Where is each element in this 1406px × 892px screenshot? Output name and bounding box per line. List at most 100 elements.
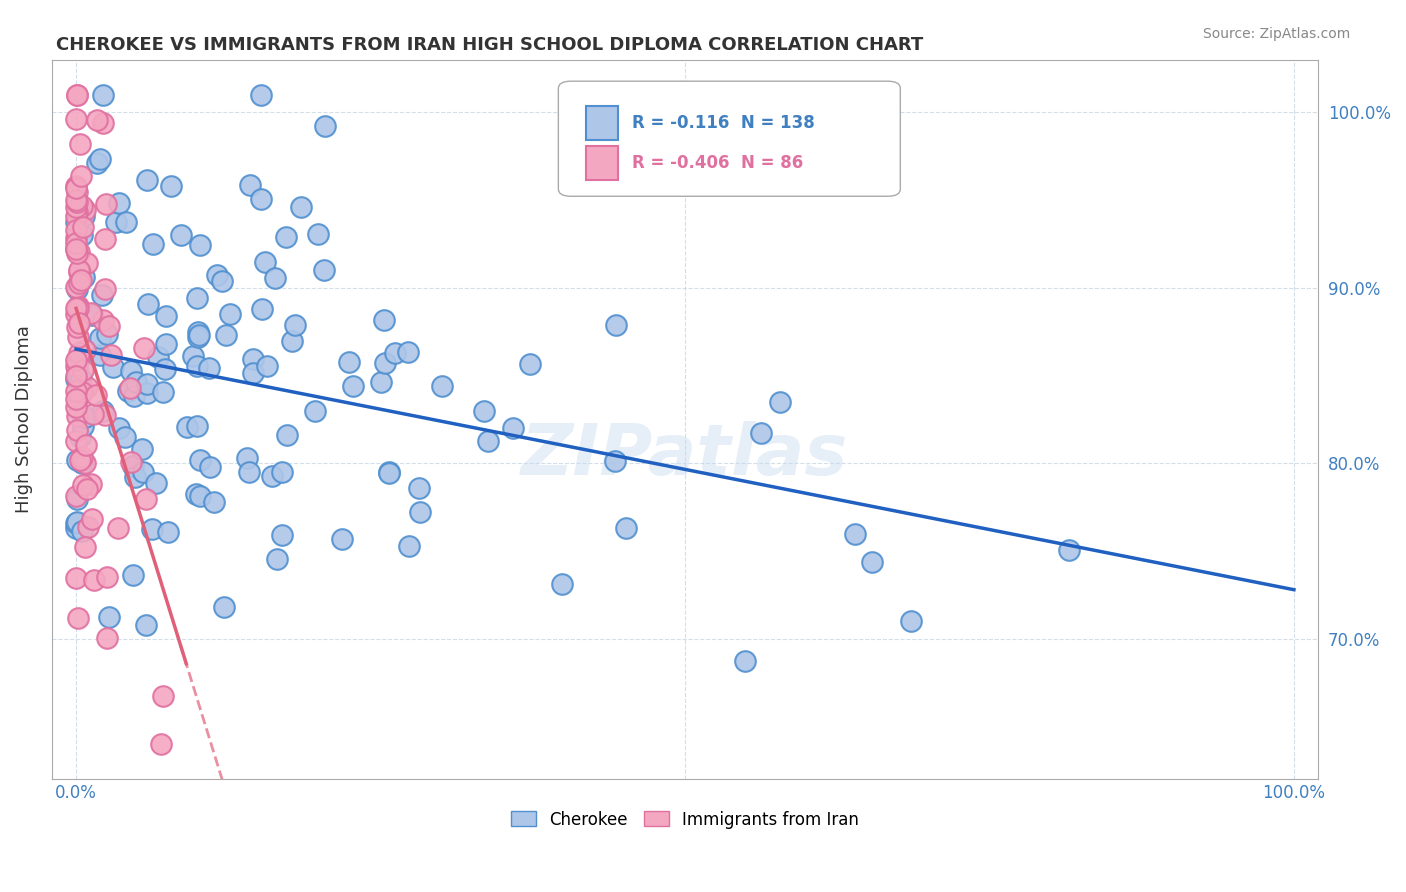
- Point: [66, 185, 89, 199]
- Point: [384, 346, 406, 360]
- Point: [66, 202, 89, 217]
- Point: [66, 194, 89, 209]
- Point: [76, 482, 98, 496]
- Point: [396, 345, 419, 359]
- Point: [236, 450, 259, 465]
- Point: [86, 113, 108, 128]
- Point: [1059, 542, 1081, 557]
- Point: [502, 421, 524, 435]
- Point: [186, 419, 208, 434]
- Point: [73, 456, 96, 470]
- Point: [65, 400, 87, 414]
- Point: [67, 263, 90, 277]
- Point: [100, 347, 122, 361]
- Point: [65, 242, 87, 256]
- Point: [70, 169, 93, 183]
- Point: [242, 366, 264, 380]
- Point: [219, 307, 242, 321]
- Point: [198, 459, 221, 474]
- Point: [207, 268, 229, 282]
- Y-axis label: High School Diploma: High School Diploma: [15, 326, 32, 513]
- Point: [186, 291, 208, 305]
- Point: [72, 363, 94, 377]
- Point: [149, 737, 172, 751]
- Point: [132, 466, 155, 480]
- Point: [65, 200, 87, 214]
- Point: [66, 516, 89, 530]
- Point: [66, 246, 89, 260]
- Point: [75, 409, 97, 424]
- Point: [107, 421, 129, 435]
- Point: [124, 376, 146, 390]
- Point: [65, 223, 87, 237]
- Point: [373, 313, 395, 327]
- Point: [90, 288, 112, 302]
- Point: [67, 345, 90, 359]
- Point: [65, 193, 87, 207]
- Point: [188, 453, 211, 467]
- Point: [135, 386, 157, 401]
- Point: [67, 301, 90, 315]
- Point: [65, 392, 87, 407]
- Point: [94, 282, 117, 296]
- Legend: Cherokee, Immigrants from Iran: Cherokee, Immigrants from Iran: [503, 804, 866, 835]
- Point: [152, 384, 174, 399]
- Point: [65, 178, 87, 193]
- Point: [89, 348, 111, 362]
- Point: [94, 409, 117, 423]
- Point: [605, 318, 627, 332]
- Point: [256, 359, 278, 374]
- Point: [69, 352, 91, 367]
- Point: [67, 317, 90, 331]
- Point: [65, 372, 87, 386]
- Point: [408, 481, 430, 495]
- Point: [70, 450, 93, 465]
- Point: [82, 408, 104, 422]
- Point: [69, 452, 91, 467]
- Point: [66, 330, 89, 344]
- Point: [135, 491, 157, 506]
- Point: [77, 519, 100, 533]
- Point: [370, 375, 392, 389]
- Point: [66, 282, 89, 296]
- Point: [84, 388, 107, 402]
- Point: [107, 521, 129, 535]
- Point: [184, 486, 207, 500]
- Point: [242, 351, 264, 366]
- Point: [197, 361, 219, 376]
- Point: [131, 442, 153, 457]
- Point: [120, 381, 142, 395]
- Point: [72, 219, 94, 234]
- Point: [94, 197, 117, 211]
- Point: [69, 136, 91, 151]
- Point: [157, 525, 180, 540]
- Point: [67, 265, 90, 279]
- Point: [136, 297, 159, 311]
- Point: [304, 403, 326, 417]
- Point: [83, 573, 105, 587]
- Point: [65, 359, 87, 373]
- Point: [97, 318, 120, 333]
- Point: [187, 325, 209, 339]
- Point: [66, 319, 89, 334]
- Point: [82, 512, 104, 526]
- Point: [80, 306, 103, 320]
- Point: [65, 489, 87, 503]
- Point: [249, 87, 271, 102]
- Point: [70, 385, 93, 400]
- Point: [73, 269, 96, 284]
- Point: [65, 571, 87, 585]
- Point: [89, 330, 111, 344]
- Point: [430, 378, 453, 392]
- Point: [188, 328, 211, 343]
- Point: [250, 302, 273, 317]
- Point: [120, 364, 142, 378]
- Point: [66, 370, 89, 384]
- Point: [104, 215, 127, 229]
- Point: [330, 532, 353, 546]
- Point: [66, 205, 89, 219]
- Point: [70, 456, 93, 470]
- Point: [66, 409, 89, 423]
- Point: [65, 235, 87, 250]
- Point: [65, 181, 87, 195]
